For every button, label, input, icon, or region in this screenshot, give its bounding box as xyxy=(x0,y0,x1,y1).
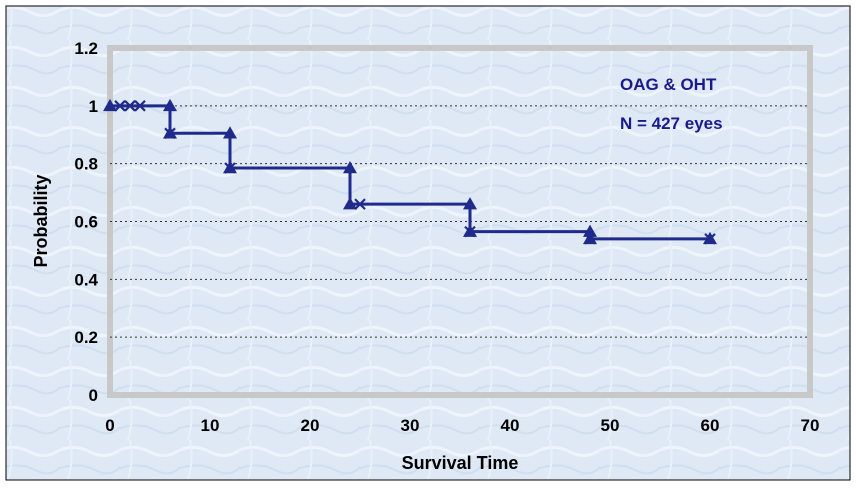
survival-series xyxy=(103,98,717,245)
plot-area: 0 0.2 0.4 0.6 0.8 1 1.2 0 10 20 30 40 50 60 70 xyxy=(74,39,819,435)
x-tick-label: 60 xyxy=(701,416,720,435)
y-tick-labels: 0 0.2 0.4 0.6 0.8 1 1.2 xyxy=(74,39,98,405)
annotation-cohort: OAG & OHT xyxy=(620,75,717,94)
triangle-marker xyxy=(343,197,357,210)
y-axis-title: Probability xyxy=(31,174,51,267)
x-tick-label: 10 xyxy=(201,416,220,435)
censor-marker xyxy=(464,225,476,238)
y-tick-label: 0 xyxy=(89,386,98,405)
x-axis-title: Survival Time xyxy=(402,453,519,473)
censor-marker xyxy=(704,233,716,245)
censor-marker xyxy=(224,162,236,174)
x-tick-label: 70 xyxy=(801,416,820,435)
y-tick-label: 0.8 xyxy=(74,155,98,174)
censor-marker xyxy=(354,198,366,210)
triangle-marker xyxy=(103,98,117,112)
x-tick-labels: 0 10 20 30 40 50 60 70 xyxy=(105,416,819,435)
y-tick-label: 0.4 xyxy=(74,270,98,289)
censor-marker xyxy=(134,100,146,112)
x-tick-label: 50 xyxy=(601,416,620,435)
triangle-marker xyxy=(463,197,477,210)
y-tick-label: 1 xyxy=(89,97,98,116)
triangle-marker xyxy=(163,98,177,112)
x-tick-label: 30 xyxy=(401,416,420,435)
censor-marker xyxy=(114,100,126,112)
censor-marker xyxy=(584,233,596,245)
x-tick-label: 20 xyxy=(301,416,320,435)
x-tick-label: 0 xyxy=(105,416,114,435)
y-tick-label: 0.2 xyxy=(74,328,98,347)
y-tick-label: 1.2 xyxy=(74,39,98,58)
triangle-marker xyxy=(223,126,237,139)
y-tick-label: 0.6 xyxy=(74,213,98,232)
triangle-marker xyxy=(343,161,357,174)
x-tick-label: 40 xyxy=(501,416,520,435)
censor-marker xyxy=(164,127,176,140)
censor-marker xyxy=(124,100,136,112)
annotation-sample-size: N = 427 eyes xyxy=(620,114,723,133)
